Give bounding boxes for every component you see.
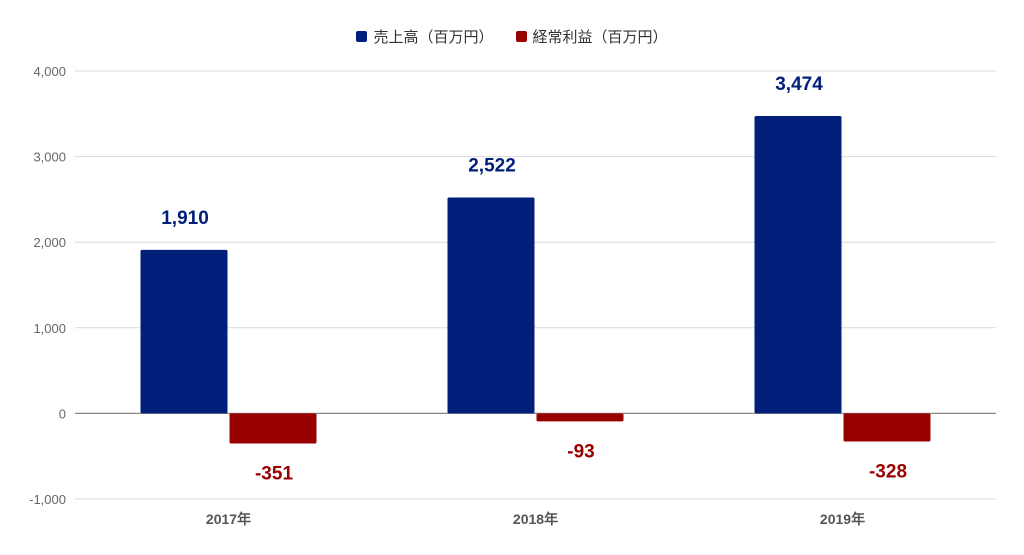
legend-item-ordinary-profit[interactable]: 経常利益（百万円）: [515, 26, 668, 47]
bar-ordinary-profit: [536, 413, 624, 422]
bar-ordinary-profit: [229, 413, 317, 444]
x-tick-label: 2019年: [820, 511, 865, 527]
chart-legend: 売上高（百万円） 経常利益（百万円）: [0, 26, 1024, 47]
x-tick-label: 2017年: [206, 511, 251, 527]
bar-sales: [754, 116, 842, 414]
data-label: -93: [567, 441, 594, 462]
y-tick-label: 1,000: [33, 321, 66, 336]
y-tick-label: -1,000: [29, 492, 66, 507]
legend-label-sales: 売上高（百万円）: [373, 28, 494, 46]
data-label: 3,474: [775, 74, 823, 95]
legend-item-sales[interactable]: 売上高（百万円）: [356, 26, 494, 47]
y-tick-label: 0: [59, 406, 66, 421]
data-label: -351: [255, 463, 293, 484]
y-tick-label: 3,000: [33, 150, 66, 165]
bar-ordinary-profit: [843, 413, 931, 442]
y-tick-label: 4,000: [33, 64, 66, 79]
legend-swatch-sales: [356, 31, 368, 42]
legend-swatch-ordinary-profit: [515, 31, 527, 42]
x-tick-label: 2018年: [513, 511, 558, 527]
bar-sales: [140, 249, 228, 414]
data-label: -328: [869, 461, 907, 482]
y-tick-label: 2,000: [33, 235, 66, 250]
legend-label-ordinary-profit: 経常利益（百万円）: [532, 28, 668, 46]
data-label: 1,910: [161, 208, 209, 229]
bar-sales: [447, 197, 535, 414]
data-label: 2,522: [468, 156, 516, 177]
